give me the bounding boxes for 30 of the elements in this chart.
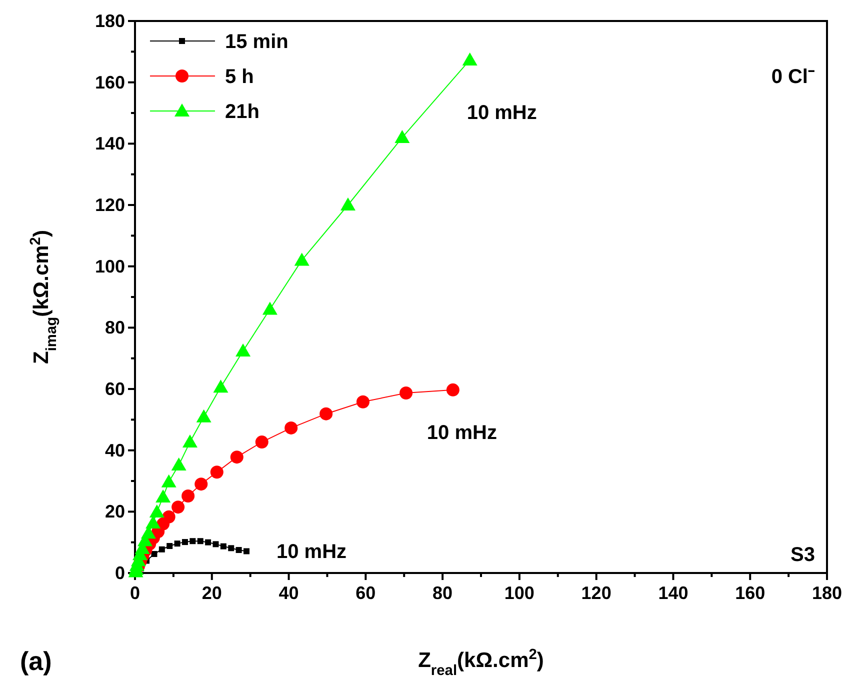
x-tick-label: 180: [812, 583, 842, 603]
x-tick-label: 120: [581, 583, 612, 603]
legend-label: 15 min: [225, 31, 288, 53]
annotation: 10 mHz: [426, 422, 497, 444]
y-tick-label: 40: [104, 440, 125, 460]
x-axis-title: Z$_{real}$(kΩ.cm$^{2}$): [418, 647, 544, 679]
x-tick-label: 80: [432, 583, 453, 603]
y-tick-label: 180: [94, 11, 125, 31]
y-tick-label: 120: [94, 195, 125, 215]
x-tick-label: 20: [202, 583, 222, 603]
annotation: 10 mHz: [466, 102, 537, 124]
y-tick-label: 140: [94, 134, 125, 154]
y-tick-label: 80: [104, 318, 125, 338]
y-tick-label: 60: [104, 379, 125, 399]
legend-label: 5 h: [225, 66, 254, 88]
x-tick-label: 160: [735, 583, 766, 603]
y-tick-label: 160: [94, 72, 125, 92]
annotation: 0 Cl⁻: [771, 66, 815, 88]
legend-label: 21h: [225, 101, 260, 123]
annotation: 10 mHz: [276, 541, 347, 564]
y-tick-label: 100: [94, 256, 125, 276]
x-tick-label: 40: [278, 583, 299, 603]
y-tick-label: 20: [104, 502, 125, 522]
text: (a): [20, 646, 52, 676]
x-tick-label: 140: [658, 583, 688, 603]
annotation: S3: [790, 544, 815, 566]
y-tick-label: 0: [114, 563, 125, 583]
x-tick-label: 60: [356, 583, 376, 603]
x-tick-label: 0: [130, 583, 140, 603]
x-tick-label: 100: [504, 583, 534, 603]
